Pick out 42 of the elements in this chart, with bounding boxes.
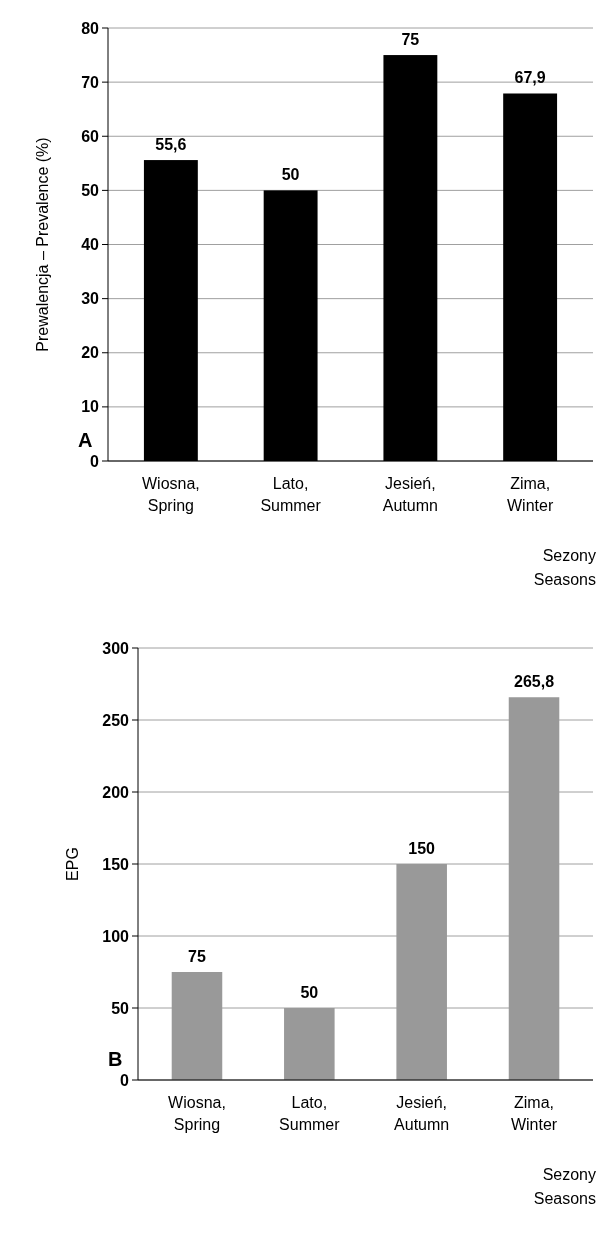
bar	[171, 972, 223, 1080]
x-tick-label: Lato, Summer	[260, 475, 322, 514]
data-label: 50	[300, 984, 319, 1001]
y-tick-label: 50	[111, 999, 130, 1017]
data-label: 50	[281, 166, 300, 184]
y-tick-label: 200	[102, 783, 130, 801]
data-label: 150	[408, 840, 436, 857]
x-tick-label: Jesień, Autumn	[382, 475, 438, 514]
y-tick-label: 20	[81, 344, 100, 362]
data-label: 75	[188, 948, 206, 965]
y-tick-label: 70	[81, 73, 100, 91]
data-label: 67,9	[514, 69, 546, 87]
text: A	[78, 429, 93, 451]
data-label: 265,8	[514, 673, 555, 691]
y-tick-label: 100	[102, 927, 130, 945]
x-tick-label: Lato, Summer	[279, 1094, 341, 1133]
y-tick-label: 50	[81, 181, 100, 199]
y-tick-label: 10	[81, 398, 100, 416]
y-axis-title: Prewalencja – Prevalence (%)	[34, 137, 51, 352]
y-tick-label: 30	[81, 290, 100, 308]
x-axis-title: Sezony Seasons	[533, 547, 596, 588]
data-label: 55,6	[155, 136, 187, 154]
x-tick-label: Zima, Winter	[507, 475, 554, 514]
y-tick-label: 150	[102, 855, 130, 873]
x-tick-label: Wiosna, Spring	[141, 475, 200, 514]
y-axis-title: EPG	[64, 847, 81, 881]
bar	[396, 864, 447, 1080]
text: B	[108, 1048, 123, 1070]
bar	[508, 697, 560, 1080]
x-tick-label: Zima, Winter	[510, 1094, 558, 1133]
y-tick-label: 60	[81, 127, 100, 145]
x-axis-title: Sezony Seasons	[533, 1166, 596, 1207]
y-tick-label: 0	[120, 1071, 130, 1089]
y-tick-label: 40	[81, 236, 100, 254]
y-tick-label: 300	[102, 639, 130, 657]
y-tick-label: 0	[90, 452, 100, 470]
y-tick-label: 250	[102, 711, 130, 729]
x-tick-label: Jesień, Autumn	[394, 1094, 450, 1133]
y-tick-label: 80	[81, 19, 100, 37]
bar	[284, 1008, 335, 1080]
data-label: 75	[401, 31, 420, 49]
x-tick-label: Wiosna, Spring	[168, 1094, 226, 1133]
